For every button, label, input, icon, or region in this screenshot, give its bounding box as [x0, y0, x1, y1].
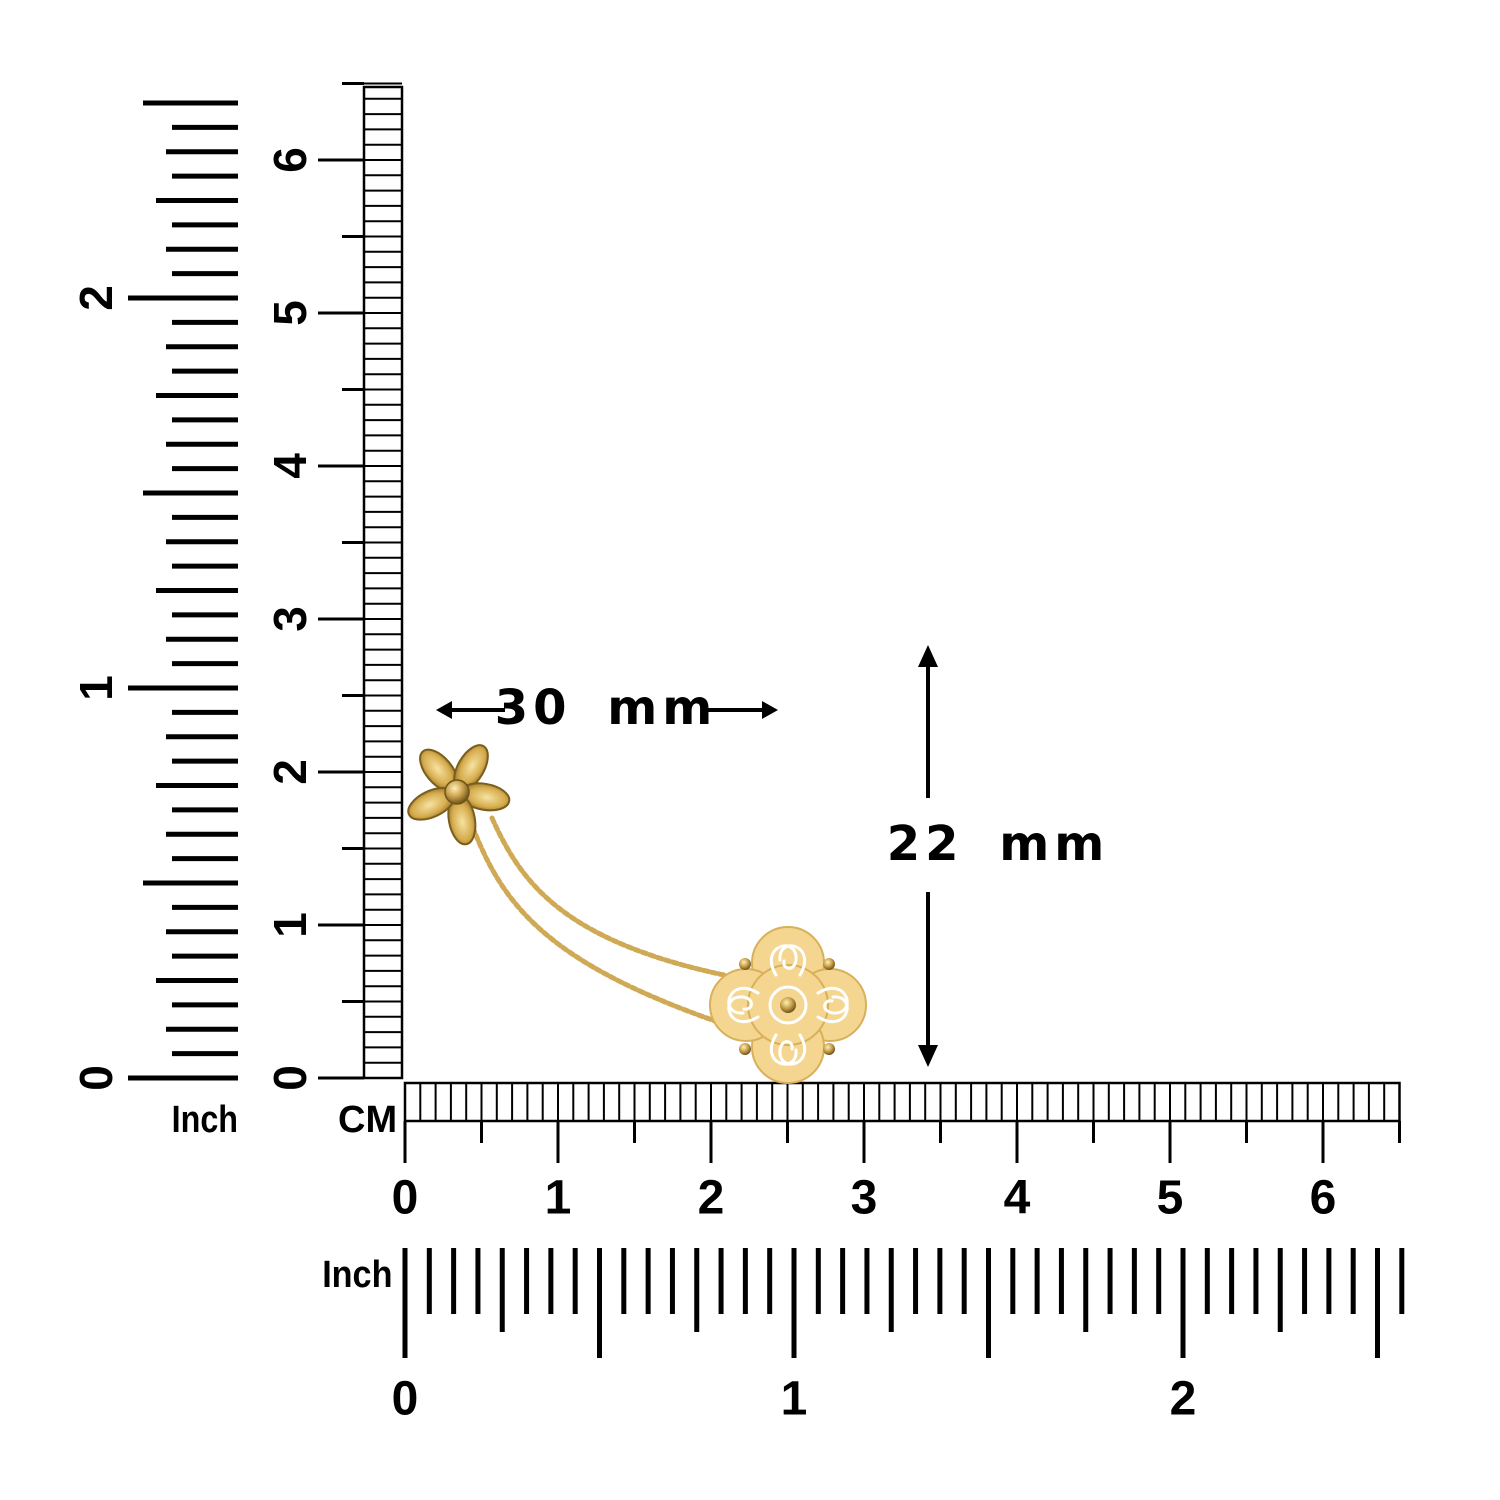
inch-tick-label: 1 [781, 1373, 808, 1426]
left-inch-ruler: 0 1 2 [70, 100, 238, 1091]
cm-tick-label: 6 [1310, 1172, 1337, 1225]
width-dimension: 30 mm [436, 680, 778, 736]
bottom-cm-ruler: 0 1 2 3 4 5 6 [392, 1081, 1401, 1225]
inch-tick-label: 0 [392, 1373, 419, 1426]
cm-tick-label: 2 [698, 1172, 725, 1225]
cm-tick-label: 1 [264, 912, 316, 938]
width-unit: mm [607, 680, 717, 736]
inch-label-bottom: Inch [322, 1252, 392, 1295]
inch-tick-label: 0 [70, 1065, 122, 1091]
cm-tick-label: 5 [1157, 1172, 1184, 1225]
inch-tick-label: 2 [1170, 1373, 1197, 1426]
cm-tick-label: 0 [264, 1065, 316, 1091]
cm-tick-label: 3 [264, 606, 316, 632]
cm-tick-label: 3 [851, 1172, 878, 1225]
bottom-inch-ruler: 0 1 2 [392, 1248, 1405, 1426]
height-dimension: 22 mm [887, 645, 1110, 1067]
ball-chain-icon [467, 815, 727, 1025]
cm-tick-label: 4 [1004, 1172, 1031, 1225]
width-value: 30 [495, 680, 572, 736]
height-unit: mm [999, 816, 1109, 872]
earring-illustration [407, 744, 867, 1084]
cm-tick-label: 2 [264, 759, 316, 785]
inch-label-left: Inch [172, 1099, 238, 1141]
cm-tick-label: 4 [264, 453, 316, 479]
cm-tick-label: 1 [545, 1172, 572, 1225]
inch-tick-label: 1 [70, 675, 122, 701]
cm-label: CM [338, 1099, 397, 1141]
flower-stud-icon [407, 744, 511, 846]
cm-strip [403, 1081, 1401, 1123]
height-value: 22 [887, 816, 964, 872]
svg-text:22 mm: 22 mm [887, 816, 1110, 872]
cm-tick-label: 5 [264, 300, 316, 326]
left-cm-ruler: 0 1 2 3 4 5 6 [264, 82, 404, 1091]
cm-tick-label: 6 [264, 147, 316, 173]
cm-tick-label: 0 [392, 1172, 419, 1225]
svg-text:30 mm: 30 mm [495, 680, 718, 736]
inch-tick-label: 2 [70, 285, 122, 311]
filigree-flower-icon [709, 926, 867, 1084]
